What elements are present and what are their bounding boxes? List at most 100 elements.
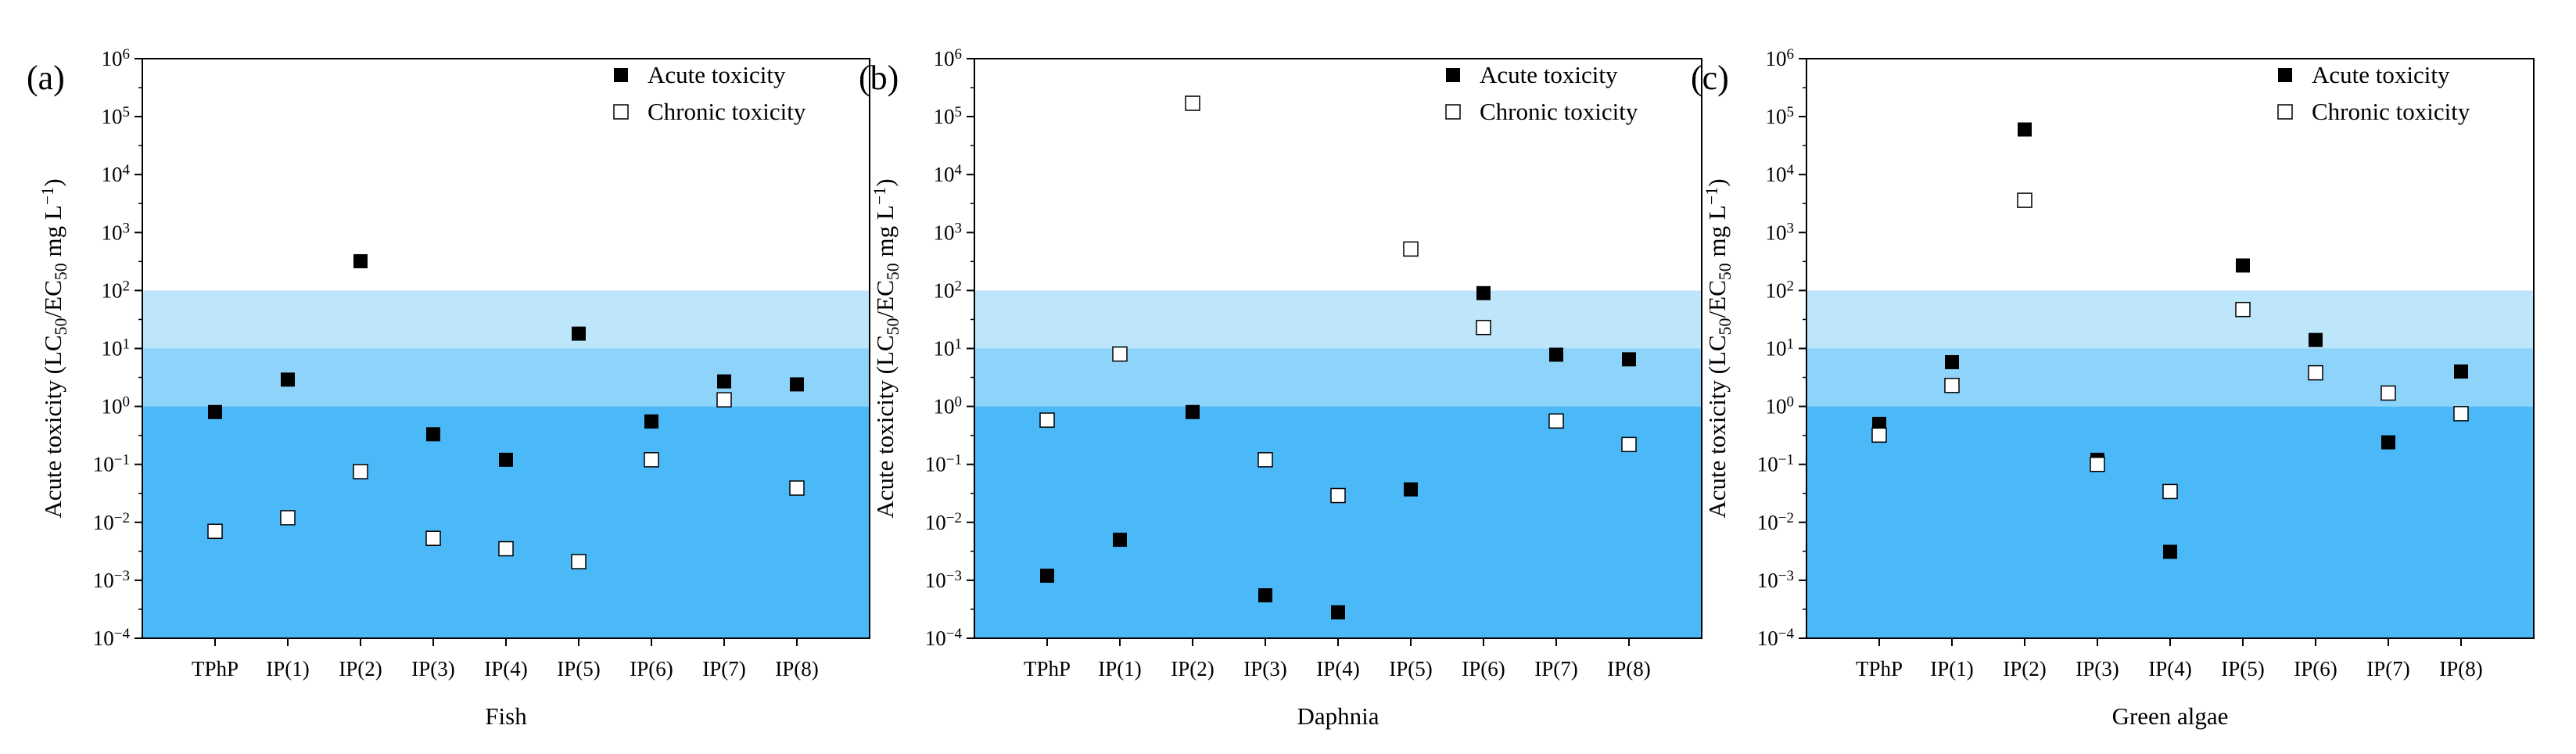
chronic-point-ip4: [1330, 487, 1346, 504]
legend-marker: [614, 68, 628, 82]
y-tick-label: 10−1: [925, 452, 962, 476]
legend-label: Chronic toxicity: [648, 98, 806, 125]
y-axis-title: Acute toxicity (LC50/EC50 mg L−1): [38, 178, 70, 518]
acute-point-ip5: [572, 326, 586, 341]
panel-label: (b): [859, 59, 899, 97]
chronic-point-ip2: [2017, 192, 2032, 208]
chronic-point-ip8: [789, 480, 805, 496]
y-tick-label: 106: [102, 46, 131, 70]
legend-marker: [2277, 104, 2293, 120]
y-axis-title: Acute toxicity (LC50/EC50 mg L−1): [1702, 178, 1734, 518]
x-tick-label: IP(1): [1098, 657, 1142, 680]
x-tick-label: IP(2): [339, 657, 382, 680]
y-tick-label: 10−3: [925, 568, 962, 592]
hazard-band-1: [1806, 406, 2534, 638]
hazard-band-2: [974, 348, 1702, 407]
legend-label: Chronic toxicity: [2312, 98, 2470, 125]
acute-point-tphp: [208, 404, 222, 419]
chronic-point-tphp: [1039, 412, 1055, 428]
hazard-band-3: [142, 290, 870, 349]
x-axis-title: Daphnia: [1297, 702, 1379, 730]
acute-point-ip3: [1258, 588, 1272, 603]
x-tick-label: IP(5): [2221, 657, 2265, 680]
hazard-band-3: [1806, 290, 2534, 349]
y-tick-label: 100: [934, 393, 963, 418]
y-tick-label: 102: [934, 278, 963, 302]
y-tick-label: 10−4: [925, 626, 963, 650]
x-axis-title: Green algae: [2112, 702, 2229, 730]
x-tick-label: IP(2): [2003, 657, 2047, 680]
x-tick-label: IP(3): [1243, 657, 1287, 680]
acute-point-ip7: [2381, 435, 2395, 450]
acute-point-ip4: [499, 452, 513, 467]
acute-point-ip7: [1549, 347, 1563, 362]
x-tick-label: TPhP: [1856, 657, 1903, 680]
chronic-point-ip1: [280, 510, 296, 526]
y-tick-label: 106: [934, 46, 963, 70]
legend-marker: [1446, 68, 1460, 82]
chronic-point-ip2: [1185, 95, 1200, 111]
legend-label: Acute toxicity: [2312, 61, 2450, 88]
x-tick-label: IP(7): [702, 657, 746, 680]
y-tick-label: 10−3: [1757, 568, 1794, 592]
acute-point-ip7: [717, 374, 731, 389]
acute-point-ip2: [353, 253, 368, 268]
chronic-point-ip6: [1476, 319, 1491, 336]
chart-panel-2: 10−4 10−3 10−2 10−1 100 101 102 103 104 105 106 TPh…: [859, 46, 1702, 730]
acute-point-ip6: [1476, 285, 1491, 300]
y-tick-label: 100: [1766, 393, 1795, 418]
y-tick-label: 105: [102, 104, 131, 128]
acute-point-ip1: [1113, 533, 1127, 548]
y-tick-label: 105: [1766, 104, 1795, 128]
y-axis-title: Acute toxicity (LC50/EC50 mg L−1): [870, 178, 902, 518]
acute-point-ip6: [2309, 332, 2323, 347]
chronic-point-ip1: [1112, 346, 1128, 362]
y-tick-label: 103: [102, 220, 131, 244]
legend-label: Acute toxicity: [1480, 61, 1618, 88]
chart-panel-3: 10−4 10−3 10−2 10−1 100 101 102 103 104 105 106 TPh…: [1691, 46, 2535, 730]
y-tick-label: 101: [934, 336, 963, 360]
hazard-band-2: [1806, 348, 2534, 407]
chronic-point-ip6: [2308, 364, 2323, 381]
x-axis-title: Fish: [485, 702, 527, 730]
x-tick-label: IP(6): [630, 657, 673, 680]
acute-point-ip8: [2454, 364, 2468, 379]
x-tick-label: IP(4): [484, 657, 528, 680]
y-tick-label: 102: [102, 278, 131, 302]
x-tick-label: IP(1): [266, 657, 310, 680]
chronic-point-ip3: [1258, 452, 1273, 468]
y-tick-label: 100: [102, 393, 131, 418]
chronic-point-tphp: [1871, 427, 1887, 443]
chronic-point-ip3: [425, 530, 441, 546]
chronic-point-ip7: [716, 392, 732, 408]
y-tick-label: 10−4: [93, 626, 131, 650]
chronic-point-ip4: [498, 540, 514, 557]
y-tick-label: 103: [934, 220, 963, 244]
acute-point-ip4: [1331, 605, 1345, 619]
hazard-band-1: [974, 406, 1702, 638]
y-tick-label: 101: [102, 336, 131, 360]
y-tick-label: 101: [1766, 336, 1795, 360]
x-tick-label: IP(7): [2366, 657, 2410, 680]
chronic-point-ip7: [1548, 413, 1564, 429]
hazard-band-2: [142, 348, 870, 407]
y-tick-label: 104: [934, 162, 963, 186]
chronic-point-ip2: [353, 464, 368, 479]
y-tick-label: 10−2: [1757, 510, 1794, 534]
x-tick-label: IP(2): [1171, 657, 1214, 680]
acute-point-ip8: [790, 377, 804, 392]
legend-marker: [2278, 68, 2292, 82]
acute-point-ip4: [2163, 544, 2177, 559]
hazard-band-1: [142, 406, 870, 638]
chronic-point-ip6: [644, 452, 659, 468]
y-tick-label: 10−2: [93, 510, 130, 534]
acute-point-ip5: [1404, 482, 1418, 497]
chronic-point-ip7: [2380, 385, 2396, 401]
y-tick-label: 10−4: [1757, 626, 1795, 650]
acute-point-tphp: [1872, 416, 1886, 431]
acute-point-ip1: [281, 372, 295, 387]
acute-point-ip2: [1186, 404, 1200, 419]
x-tick-label: IP(4): [1316, 657, 1360, 680]
x-tick-label: IP(1): [1930, 657, 1974, 680]
